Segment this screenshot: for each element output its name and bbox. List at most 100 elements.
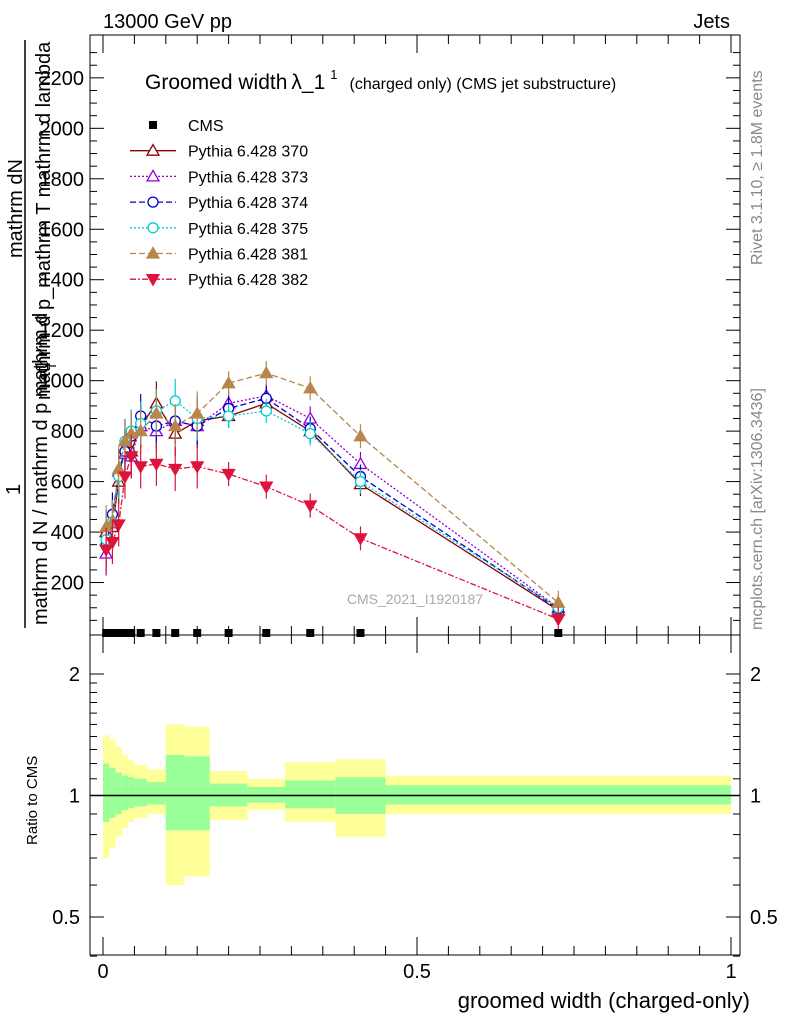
energy-label: 13000 GeV pp [103,11,232,33]
legend-entry: CMS [149,118,224,135]
ratio-axes: 0 0.5 1 0.5 0.5 1 1 2 2 [52,635,778,983]
data-point [108,629,117,637]
x-tick-label: 0 [97,961,108,983]
series-4 [99,361,566,615]
rivet-label: Rivet 3.1.10, ≥ 1.8M events [749,70,766,265]
series-point [222,410,235,422]
category-label: Jets [693,11,730,33]
ratio-y-tick-label: 1 [69,786,80,808]
title-superscript: 1 [330,67,337,82]
ratio-y-axis-label: Ratio to CMS [24,756,41,845]
y-tick-label: 2000 [40,118,85,140]
series-point [303,380,318,394]
legend-label: Pythia 6.428 370 [188,144,308,161]
series-line [105,400,559,609]
data-point [262,629,271,637]
ratio-y-tick-label-right: 2 [750,664,761,686]
ratio-band-inner [121,775,129,811]
series-point [117,471,133,484]
series-point [105,537,120,550]
legend-entry: Pythia 6.428 370 [130,143,308,161]
ratio-y-tick-label: 0.5 [52,907,80,929]
legend-label: Pythia 6.428 382 [188,272,308,289]
title-lambda: λ_1 [291,71,325,94]
x-tick-label: 1 [725,961,736,983]
ratio-band-inner [134,778,147,807]
series-point [221,375,236,389]
ratio-band-inner [103,763,110,822]
data-point [127,629,136,637]
data-point [306,629,315,637]
series-point [353,533,368,546]
legend-entry: Pythia 6.428 375 [130,221,308,238]
ratio-band-inner [128,777,135,809]
ratio-band-inner [146,782,166,805]
data-point [102,629,111,637]
chart-title: Groomed width λ_1 1 (charged only) (CMS jet… [145,67,616,94]
legend-label: Pythia 6.428 381 [188,247,308,264]
ratio-y-tick-label-right: 1 [750,786,761,808]
y-tick-label: 600 [51,472,84,494]
data-point [120,629,129,637]
series-point [303,500,318,513]
legend-marker [147,196,159,208]
series-point [190,406,205,419]
data-point [224,629,233,637]
ratio-band-inner [285,780,336,809]
legend-entry: Pythia 6.428 381 [130,246,308,264]
data-point [171,629,180,637]
legend-entry: Pythia 6.428 374 [130,195,308,212]
series-layer [99,361,566,632]
series-point [99,544,114,558]
data-point [136,629,145,637]
data-point [114,629,123,637]
series-point [111,461,126,475]
legend-label: Pythia 6.428 375 [188,221,308,238]
series-point [353,428,368,442]
series-point [149,458,164,472]
series-point [354,475,367,488]
legend-entry: Pythia 6.428 373 [130,169,308,186]
legend-marker [147,222,159,234]
ylabel-top: mathrm dN [5,159,27,258]
x-axis-label: groomed width (charged-only) [458,988,750,1013]
ratio-band-inner [115,772,122,814]
legend-marker [145,246,161,259]
y-tick-label: 1800 [40,169,85,191]
y-tick-label: 1200 [40,320,85,342]
data-point [356,629,365,637]
series-point [149,406,164,419]
series-point [168,463,183,477]
legend-label: Pythia 6.428 373 [188,169,308,186]
ratio-y-tick-label: 2 [69,664,80,686]
y-tick-label: 1600 [40,219,85,241]
ratio-band-inner [109,767,116,818]
series-point [190,461,205,474]
series-point [551,613,566,627]
series-point [304,428,316,440]
main-axes: 200 400 600 800 1000 1200 1400 1600 1800 2000 2200 [40,35,740,635]
y-tick-label: 400 [51,522,84,544]
legend-entry: Pythia 6.428 382 [130,272,308,289]
title-main: Groomed width [145,71,287,94]
ratio-bands [103,724,731,886]
x-tick-label: 0.5 [403,961,431,983]
series-point [260,405,272,417]
series-0 [99,381,566,623]
series-point [168,418,183,432]
data-point [152,629,161,637]
legend-label: CMS [188,118,224,135]
ylabel-one: 1 [3,484,25,495]
series-5 [99,434,566,632]
ylabel-subscript: T [44,362,59,370]
series-point [124,451,139,464]
series-point [117,433,133,447]
series-point [221,468,236,482]
data-point [554,629,563,637]
y-tick-label: 2200 [40,68,85,90]
series-point [259,365,274,379]
y-tick-label: 800 [51,421,84,443]
ratio-y-tick-label-right: 0.5 [750,907,778,929]
watermark: CMS_2021_I1920187 [347,591,483,607]
